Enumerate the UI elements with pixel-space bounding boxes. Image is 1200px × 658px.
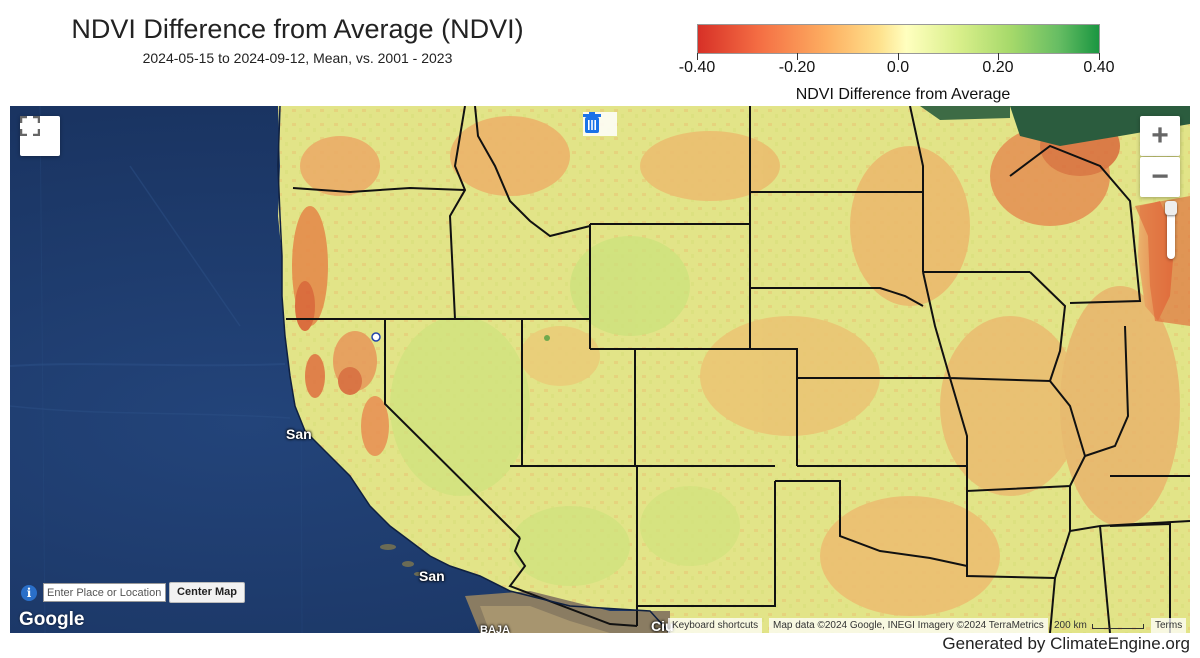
- map-marker: [371, 332, 381, 342]
- map-view[interactable]: San San BAJA Ciu + − i Center Map Google…: [10, 106, 1190, 633]
- legend-title: NDVI Difference from Average: [795, 86, 1011, 103]
- chart-subtitle: 2024-05-15 to 2024-09-12, Mean, vs. 2001…: [142, 50, 453, 66]
- fullscreen-icon: [20, 116, 40, 136]
- legend-tick-label: 0.0: [886, 59, 910, 76]
- city-label-san-francisco: San: [286, 426, 312, 442]
- info-icon[interactable]: i: [21, 585, 37, 601]
- google-logo: Google: [19, 609, 85, 630]
- city-label-san-diego: San: [419, 568, 445, 584]
- terms-link[interactable]: Terms: [1151, 618, 1187, 633]
- trash-icon: [583, 112, 601, 133]
- city-label-ciudad: Ciu: [651, 618, 674, 633]
- positive-anomaly-patches: [390, 236, 740, 586]
- legend-tick: [998, 53, 999, 60]
- keyboard-shortcuts-link[interactable]: Keyboard shortcuts: [668, 618, 763, 633]
- negative-anomaly-patches: [292, 116, 1180, 616]
- region-label-baja: BAJA: [480, 624, 510, 633]
- fullscreen-button[interactable]: [20, 116, 60, 156]
- center-map-button[interactable]: Center Map: [169, 582, 245, 603]
- map-attribution: Map data ©2024 Google, INEGI Imagery ©20…: [769, 618, 1048, 633]
- zoom-slider[interactable]: [1167, 201, 1175, 259]
- delete-button[interactable]: [583, 112, 617, 136]
- legend-tick-label: 0.20: [982, 59, 1014, 76]
- zoom-in-button[interactable]: +: [1140, 116, 1180, 156]
- map-canvas: [10, 106, 1190, 633]
- color-legend-bar: [697, 24, 1100, 54]
- state-borders: [286, 106, 1190, 633]
- legend-tick-label: 0.40: [1083, 59, 1115, 76]
- legend-tick-label: -0.20: [778, 59, 816, 76]
- zoom-slider-handle[interactable]: [1165, 201, 1177, 215]
- legend-tick: [1099, 53, 1100, 60]
- chart-title: NDVI Difference from Average (NDVI): [71, 14, 524, 44]
- scale-label: 200 km: [1054, 620, 1087, 631]
- legend-tick-label: -0.40: [678, 59, 716, 76]
- legend-tick: [898, 53, 899, 60]
- legend-tick: [697, 53, 698, 60]
- legend-tick: [797, 53, 798, 60]
- place-search-input[interactable]: [43, 583, 166, 602]
- scale-bar: [1092, 624, 1144, 629]
- zoom-out-button[interactable]: −: [1140, 157, 1180, 197]
- coastline: [277, 106, 671, 633]
- footer-credit: Generated by ClimateEngine.org: [942, 634, 1190, 653]
